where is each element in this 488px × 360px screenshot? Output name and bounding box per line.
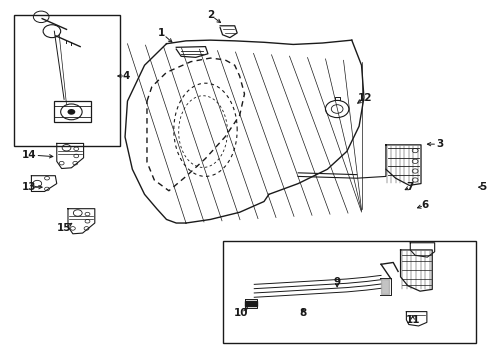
Text: 9: 9 [333, 277, 340, 287]
Text: 6: 6 [421, 200, 427, 210]
Polygon shape [380, 279, 388, 294]
Text: 11: 11 [405, 315, 419, 325]
Text: 3: 3 [435, 139, 442, 149]
Text: 4: 4 [122, 71, 130, 81]
Text: 5: 5 [478, 182, 485, 192]
Circle shape [67, 109, 75, 115]
Text: 1: 1 [158, 28, 165, 38]
Polygon shape [245, 301, 256, 306]
Text: 15: 15 [57, 224, 71, 233]
Text: 2: 2 [206, 10, 214, 20]
Text: 12: 12 [357, 93, 372, 103]
Bar [54, 101, 91, 122]
Bar [222, 241, 475, 343]
Text: 10: 10 [233, 309, 247, 318]
Text: 7: 7 [406, 182, 413, 192]
Bar [14, 15, 120, 146]
Text: 8: 8 [299, 309, 306, 318]
Text: 13: 13 [21, 182, 36, 192]
Text: 14: 14 [21, 150, 36, 160]
